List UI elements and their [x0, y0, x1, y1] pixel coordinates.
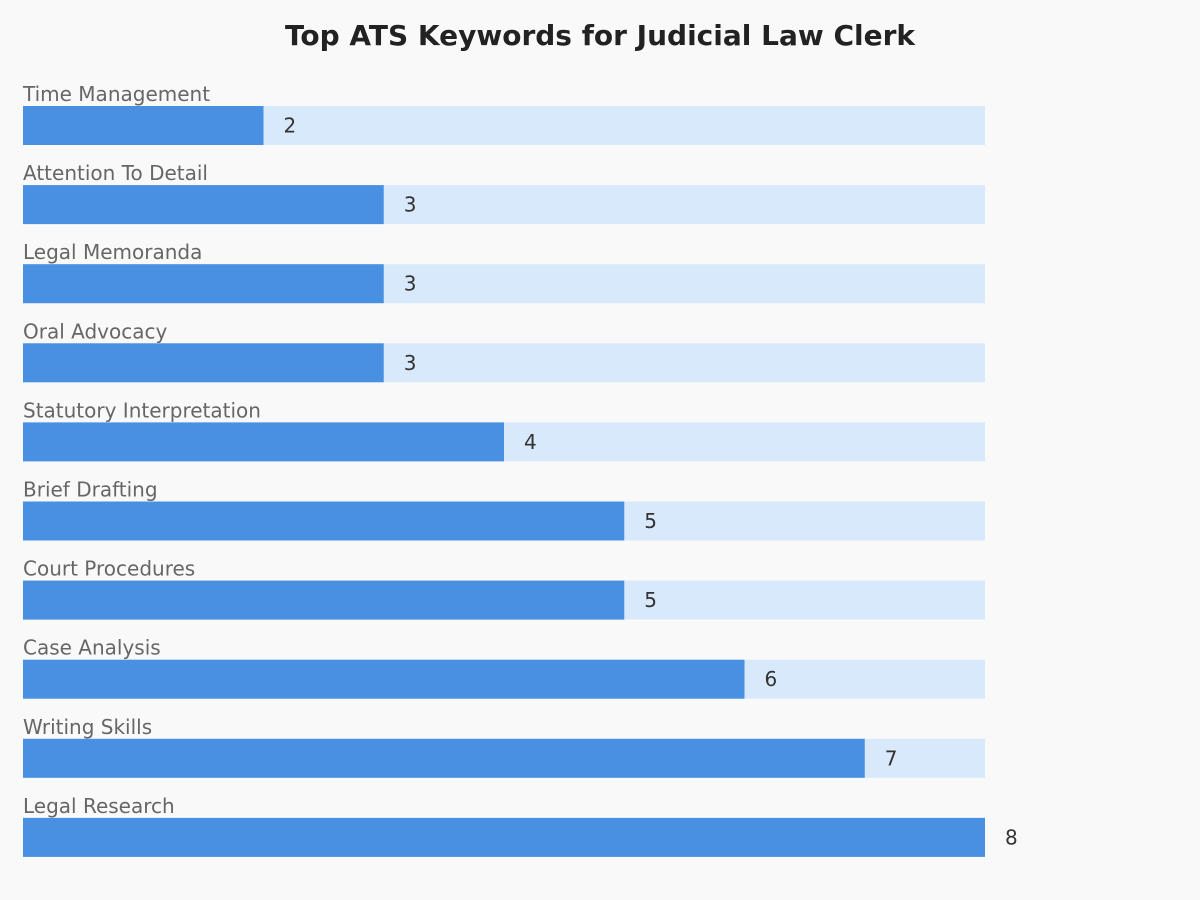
value-label: 6: [765, 667, 778, 691]
category-label: Court Procedures: [23, 557, 195, 581]
value-label: 2: [284, 114, 297, 138]
bar: [23, 106, 264, 145]
category-label: Oral Advocacy: [23, 319, 167, 343]
value-label: 5: [644, 509, 657, 533]
category-label: Case Analysis: [23, 636, 161, 660]
bar: [23, 659, 745, 699]
category-label: Writing Skills: [23, 715, 152, 739]
category-label: Legal Research: [23, 794, 175, 818]
bar: [23, 264, 384, 304]
category-label: Statutory Interpretation: [23, 398, 261, 422]
category-label: Brief Drafting: [23, 478, 158, 502]
bar: [23, 738, 865, 778]
bar: [23, 343, 384, 383]
value-label: 3: [404, 272, 417, 296]
value-label: 4: [524, 430, 537, 454]
category-label: Legal Memoranda: [23, 240, 202, 264]
value-label: 3: [404, 193, 417, 217]
value-label: 7: [885, 746, 898, 770]
value-label: 8: [1005, 825, 1018, 849]
category-label: Attention To Detail: [23, 161, 208, 185]
value-label: 3: [404, 351, 417, 375]
bar: [23, 185, 384, 225]
chart-title: Top ATS Keywords for Judicial Law Clerk: [285, 19, 916, 52]
category-label: Time Management: [22, 82, 210, 106]
bar: [23, 501, 625, 541]
bar: [23, 817, 985, 857]
bar-group: Time Management 2 Attention To Detail 3 Lega…: [22, 82, 1018, 857]
bar: [23, 422, 504, 462]
bar: [23, 580, 625, 620]
value-label: 5: [644, 588, 657, 612]
